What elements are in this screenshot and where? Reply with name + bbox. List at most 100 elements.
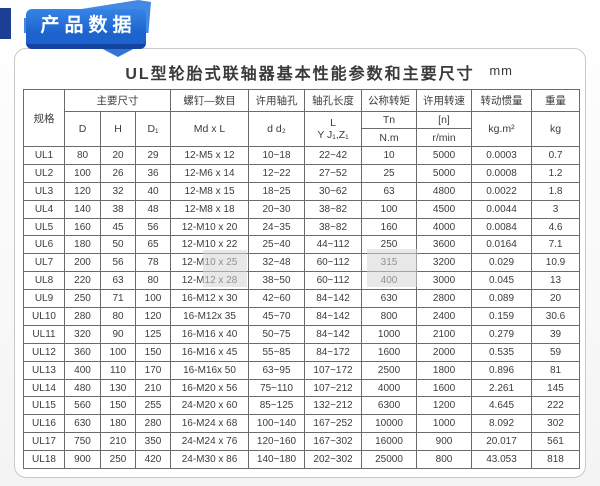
cell-d1: 29	[134, 146, 172, 165]
cell-weight: 10.9	[531, 253, 581, 273]
cell-screws: 16-M16x 50	[170, 360, 250, 380]
table-row: UL17 750 210 350 24-M24 x 76 120~160 167…	[23, 432, 581, 452]
cell-bore-length-range: 30~62	[304, 181, 363, 201]
cell-h: 50	[100, 235, 136, 255]
cell-bore-range: 120~160	[248, 432, 306, 452]
cell-weight: 1.8	[531, 181, 581, 201]
ribbon-side-bar	[0, 8, 11, 39]
header-screws-sub: Md x L	[170, 111, 250, 147]
cell-h: 250	[100, 450, 136, 470]
header-screws: 螺钉—数目	[170, 89, 250, 112]
cell-d: 180	[64, 235, 101, 255]
cell-spec: UL15	[23, 396, 65, 416]
header-bore-length-sub: L Y J₁,Z₁	[304, 111, 363, 147]
cell-inertia: 0.0003	[471, 146, 533, 165]
cell-bore-length-range: 84~142	[304, 289, 363, 309]
cell-speed: 2000	[416, 342, 473, 362]
cell-speed: 5000	[416, 163, 473, 183]
cell-bore-length-range: 60~112	[304, 253, 363, 273]
ribbon-fold-shape	[97, 46, 139, 57]
cell-inertia: 4.645	[471, 396, 533, 416]
cell-d1: 280	[134, 414, 172, 434]
table-row: UL1 80 20 29 12-M5 x 12 10~18 22~42 10 5…	[23, 146, 581, 165]
table-row: UL14 480 130 210 16-M20 x 56 75~110 107~…	[23, 378, 581, 398]
unit-label: mm	[489, 63, 513, 78]
cell-inertia: 0.159	[471, 307, 533, 326]
cell-spec: UL13	[23, 360, 65, 380]
cell-spec: UL1	[23, 146, 65, 165]
cell-h: 210	[100, 432, 136, 452]
cell-spec: UL11	[23, 324, 65, 344]
cell-spec: UL9	[23, 289, 65, 309]
cell-torque: 630	[361, 289, 418, 309]
table-row: UL4 140 38 48 12-M8 x 18 20~30 38~82 100…	[23, 199, 581, 219]
cell-torque: 25000	[361, 450, 418, 470]
cell-bore-range: 12~22	[248, 163, 306, 183]
cell-screws: 16-M24 x 68	[170, 414, 250, 434]
cell-h: 26	[100, 163, 136, 183]
cell-bore-length-range: 107~172	[304, 360, 363, 380]
cell-screws: 12-M8 x 18	[170, 199, 250, 219]
header-inertia: 转动惯量	[471, 89, 533, 112]
cell-d1: 78	[134, 253, 172, 273]
cell-h: 130	[100, 378, 136, 398]
cell-screws: 16-M16 x 45	[170, 342, 250, 362]
cell-screws: 16-M16 x 40	[170, 324, 250, 344]
cell-spec: UL17	[23, 432, 65, 452]
cell-spec: UL14	[23, 378, 65, 398]
cell-torque: 1000	[361, 324, 418, 344]
cell-weight: 818	[531, 450, 581, 470]
cell-speed: 4800	[416, 181, 473, 201]
cell-weight: 13	[531, 271, 581, 291]
cell-speed: 5000	[416, 146, 473, 165]
table-row: UL2 100 26 36 12-M6 x 14 12~22 27~52 25 …	[23, 163, 581, 183]
cell-bore-range: 140~180	[248, 450, 306, 470]
cell-weight: 1.2	[531, 163, 581, 183]
cell-d: 160	[64, 217, 101, 237]
cell-torque: 800	[361, 307, 418, 326]
cell-h: 80	[100, 307, 136, 326]
cell-d1: 125	[134, 324, 172, 344]
product-data-ribbon: 产品数据	[0, 0, 170, 60]
table-row: UL3 120 32 40 12-M8 x 15 18~25 30~62 63 …	[23, 181, 581, 201]
cell-spec: UL2	[23, 163, 65, 183]
cell-d1: 48	[134, 199, 172, 219]
cell-h: 150	[100, 396, 136, 416]
cell-spec: UL4	[23, 199, 65, 219]
cell-d: 220	[64, 271, 101, 291]
cell-weight: 561	[531, 432, 581, 452]
cell-bore-range: 10~18	[248, 146, 306, 165]
header-speed: 许用转速	[416, 89, 473, 112]
table-row: UL8 220 63 80 12-M12 x 28 38~50 60~112 4…	[23, 271, 581, 291]
cell-d: 320	[64, 324, 101, 344]
cell-d: 80	[64, 146, 101, 165]
cell-h: 32	[100, 181, 136, 201]
table-row: UL13 400 110 170 16-M16x 50 63~95 107~17…	[23, 360, 581, 380]
cell-bore-range: 32~48	[248, 253, 306, 273]
cell-screws: 12-M10 x 20	[170, 217, 250, 237]
cell-weight: 222	[531, 396, 581, 416]
cell-inertia: 0.896	[471, 360, 533, 380]
cell-d1: 150	[134, 342, 172, 362]
cell-bore-length-range: 38~82	[304, 199, 363, 219]
cell-d: 100	[64, 163, 101, 183]
cell-torque: 10000	[361, 414, 418, 434]
cell-speed: 3600	[416, 235, 473, 255]
cell-d: 630	[64, 414, 101, 434]
cell-d: 250	[64, 289, 101, 309]
cell-bore-range: 100~140	[248, 414, 306, 434]
cell-spec: UL7	[23, 253, 65, 273]
cell-torque: 6300	[361, 396, 418, 416]
cell-h: 180	[100, 414, 136, 434]
cell-screws: 24-M30 x 86	[170, 450, 250, 470]
spec-table: 规格 主要尺寸 螺钉—数目 许用轴孔 轴孔长度 公称转矩 许用转速 转动惯量 重…	[23, 89, 581, 470]
cell-inertia: 0.0164	[471, 235, 533, 255]
cell-bore-length-range: 60~112	[304, 271, 363, 291]
cell-h: 63	[100, 271, 136, 291]
cell-d1: 255	[134, 396, 172, 416]
cell-d1: 56	[134, 217, 172, 237]
cell-speed: 2400	[416, 307, 473, 326]
cell-d: 360	[64, 342, 101, 362]
cell-screws: 16-M20 x 56	[170, 378, 250, 398]
cell-d: 480	[64, 378, 101, 398]
